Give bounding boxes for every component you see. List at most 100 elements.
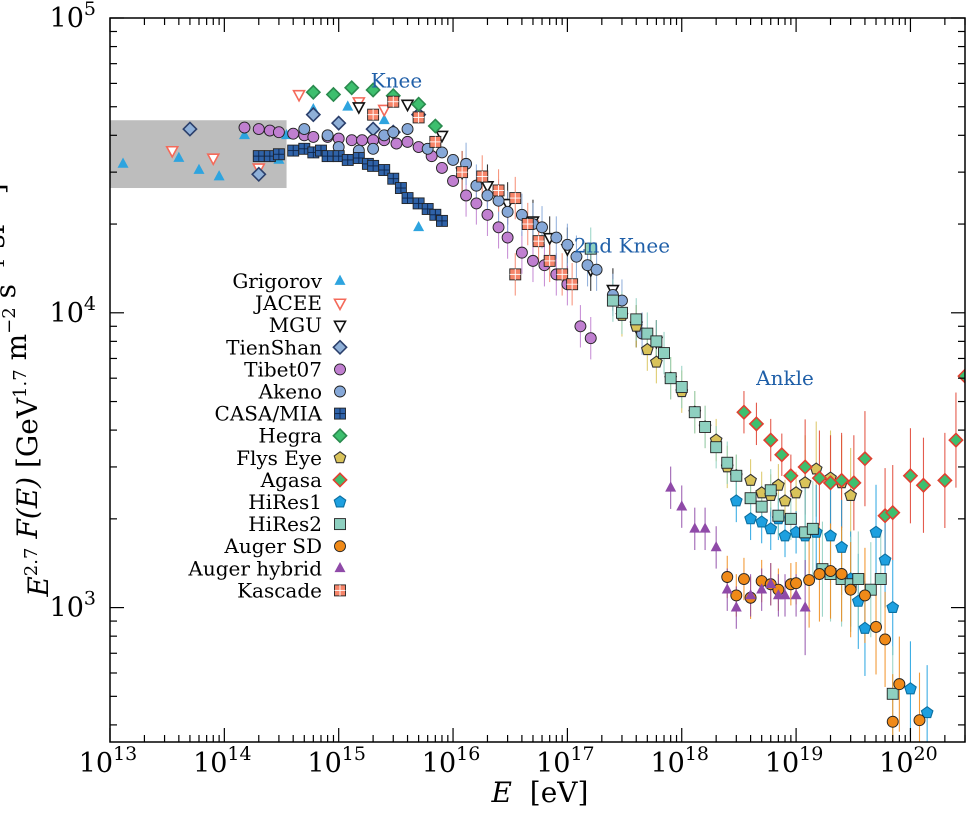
point-kascade (521, 218, 534, 231)
point-akeno (561, 238, 574, 251)
series-kascade (367, 95, 579, 291)
point-hires1 (835, 540, 848, 553)
point-hires2 (710, 441, 723, 454)
point-flys-eye (744, 473, 757, 486)
point-tibet07 (481, 208, 494, 221)
point-auger-hybrid (790, 589, 802, 600)
point-agasa (736, 404, 752, 420)
point-auger-sd (844, 583, 857, 596)
legend-marker-tibet07 (334, 363, 346, 376)
point-hires2 (664, 372, 677, 385)
legend-label-kascade: Kascade (237, 578, 322, 602)
point-akeno (436, 146, 448, 159)
point-tibet07 (460, 189, 473, 202)
point-casa-mia (378, 164, 391, 176)
point-auger-hybrid (799, 601, 811, 612)
point-hires2 (584, 242, 597, 255)
point-tibet07 (436, 161, 448, 174)
point-tibet07 (238, 121, 251, 134)
legend: GrigorovJACEEMGUTienShanTibet07AkenoCASA… (187, 269, 348, 602)
point-grigorov (193, 163, 205, 174)
series-hires2 (584, 242, 899, 700)
point-hires1 (858, 621, 872, 634)
point-agasa (783, 468, 799, 484)
point-hires1 (755, 515, 769, 528)
legend-label-jacee: JACEE (253, 291, 322, 315)
series-auger-hybrid (665, 481, 811, 612)
point-casa-mia (321, 150, 334, 163)
point-flys-eye (778, 494, 792, 507)
point-mgu (400, 99, 415, 113)
point-tibet07 (584, 332, 597, 345)
point-tienshan (182, 121, 198, 137)
point-auger-hybrid (689, 522, 701, 533)
point-hires1 (764, 522, 778, 535)
point-hires1 (878, 553, 892, 566)
legend-label-grigorov: Grigorov (232, 269, 322, 293)
point-akeno (447, 153, 459, 166)
point-flys-eye (844, 488, 858, 501)
legend-label-auger-sd: Auger SD (223, 534, 322, 558)
point-casa-mia (401, 192, 414, 205)
x-tick-label: 1016 (422, 743, 481, 779)
point-agasa (774, 447, 790, 463)
point-tienshan (251, 166, 267, 183)
point-jacee (206, 153, 221, 167)
series-agasa (736, 368, 965, 524)
x-tick-label: 1015 (307, 743, 366, 779)
point-kascade (412, 111, 425, 124)
point-hires1 (869, 525, 883, 538)
legend-marker-jacee (333, 298, 347, 312)
point-tibet07 (527, 254, 539, 267)
point-agasa (762, 432, 779, 448)
point-tienshan (330, 115, 347, 131)
y-tick-label: 105 (50, 0, 96, 34)
point-casa-mia (387, 172, 400, 185)
y-axis-title: E2.7 F(E) [GeV1.7 m−2 s−1 sr−1] (0, 183, 55, 597)
legend-label-flys-eye: Flys Eye (236, 446, 322, 470)
x-tick-label: 1020 (879, 743, 938, 779)
point-kascade (387, 95, 400, 108)
point-agasa (811, 470, 828, 486)
point-tibet07 (447, 175, 459, 187)
point-tibet07 (252, 123, 265, 136)
point-akeno (570, 250, 583, 263)
point-agasa (884, 504, 901, 521)
point-auger-hybrid (765, 577, 777, 589)
point-hires2 (806, 522, 819, 535)
point-casa-mia (341, 153, 354, 166)
point-auger-sd (824, 565, 837, 578)
legend-marker-akeno (334, 385, 346, 398)
point-kascade (509, 268, 522, 281)
point-hires2 (852, 573, 865, 585)
legend-label-agasa: Agasa (260, 468, 322, 492)
point-akeno (387, 126, 400, 139)
legend-label-tienshan: TienShan (226, 335, 322, 359)
point-flys-eye (798, 476, 812, 489)
point-akeno (367, 142, 380, 155)
legend-marker-kascade (334, 584, 346, 597)
point-hires1 (904, 682, 917, 695)
point-auger-sd (886, 715, 899, 728)
series-casa-mia (252, 142, 448, 227)
point-hires2 (616, 306, 628, 319)
point-akeno (492, 194, 505, 207)
point-tibet07 (390, 137, 403, 150)
point-hires2 (688, 406, 701, 419)
point-auger-hybrid (745, 589, 757, 600)
x-tick-label: 1017 (536, 743, 595, 779)
legend-label-hegra: Hegra (258, 424, 322, 448)
point-hires2 (886, 687, 899, 700)
point-auger-sd (721, 571, 734, 583)
point-kascade (543, 254, 556, 267)
point-flys-eye (789, 486, 803, 499)
annotation-knee: Knee (371, 69, 423, 93)
point-kascade (556, 268, 569, 281)
point-kascade (492, 184, 505, 197)
point-tibet07 (307, 130, 320, 143)
point-auger-hybrid (721, 583, 733, 594)
point-grigorov (413, 220, 425, 232)
point-hires1 (886, 600, 900, 614)
annotations-layer: Knee 2nd Knee Ankle (371, 69, 814, 390)
